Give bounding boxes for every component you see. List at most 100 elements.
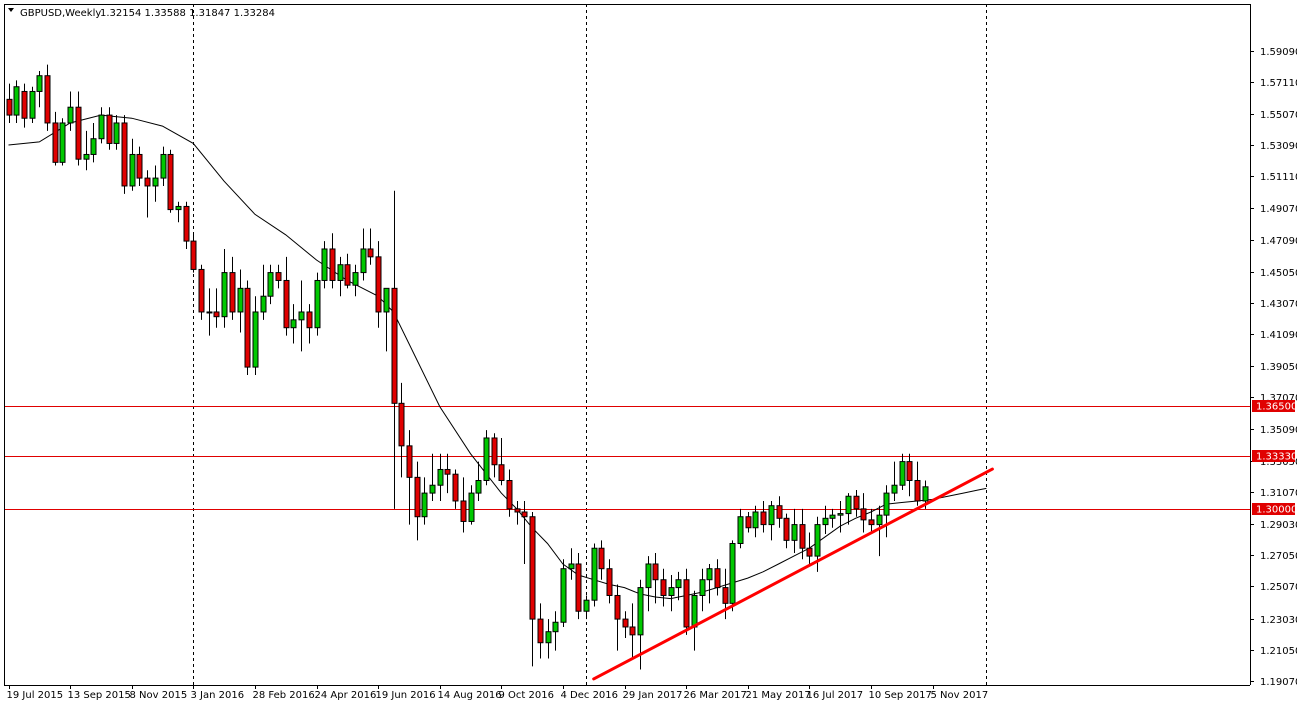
candle xyxy=(391,190,398,509)
time-tick-label: 19 Jun 2016 xyxy=(376,690,436,701)
bear-candle-body xyxy=(722,587,729,604)
price-tick-label: 1.45050 xyxy=(1260,268,1297,279)
candle xyxy=(622,611,629,639)
bear-candle-body xyxy=(52,122,59,163)
candle xyxy=(806,532,813,564)
candle xyxy=(560,559,567,627)
bear-candle-body xyxy=(190,240,197,270)
bull-candle-body xyxy=(267,272,274,297)
candle xyxy=(29,86,36,123)
candle xyxy=(899,453,906,490)
time-tick-label: 5 Nov 2017 xyxy=(931,690,989,701)
candles-layer xyxy=(6,64,929,670)
candle xyxy=(491,433,498,478)
chart-header: GBPUSD,Weekly 1.32154 1.33588 1.31847 1.… xyxy=(8,8,275,19)
bear-candle-body xyxy=(452,473,459,502)
bear-candle-body xyxy=(106,114,113,144)
bull-candle-body xyxy=(699,579,706,596)
price-tick-label: 1.35090 xyxy=(1260,425,1297,436)
time-tick-label: 14 Aug 2016 xyxy=(438,690,502,701)
price-tick-label: 1.47090 xyxy=(1260,236,1297,247)
time-tick-label: 9 Oct 2016 xyxy=(499,690,554,701)
candle xyxy=(260,264,267,320)
candle xyxy=(768,500,775,541)
bull-candle-body xyxy=(568,563,575,570)
bull-candle-body xyxy=(845,495,852,515)
bear-candle-body xyxy=(144,177,151,187)
bull-candle-body xyxy=(206,311,213,314)
trendline-layer xyxy=(592,467,994,681)
level-labels: 1.36500 1.33330 1.30000 xyxy=(1252,400,1297,516)
candle xyxy=(321,241,328,289)
candle xyxy=(652,552,659,604)
bull-candle-body xyxy=(352,272,359,286)
candle xyxy=(429,453,436,501)
candle xyxy=(175,201,182,223)
candle xyxy=(375,241,382,328)
candle xyxy=(545,619,552,659)
bear-candle-body xyxy=(344,264,351,286)
bull-candle-body xyxy=(360,248,367,274)
time-tick-label: 19 Jul 2015 xyxy=(7,690,64,701)
bear-candle-body xyxy=(498,464,505,481)
bull-candle-body xyxy=(752,511,759,529)
bull-candle-body xyxy=(729,542,736,604)
candle xyxy=(83,130,90,171)
bull-candle-body xyxy=(429,484,436,494)
candle xyxy=(845,493,852,525)
candle xyxy=(791,508,798,553)
candle xyxy=(537,603,544,659)
bull-candle-body xyxy=(314,279,321,329)
candle xyxy=(660,568,667,607)
bear-candle-body xyxy=(121,122,128,187)
candle xyxy=(691,590,698,651)
price-tick-label: 1.39050 xyxy=(1260,362,1297,373)
moving-average-line xyxy=(8,114,987,600)
bull-candle-body xyxy=(437,468,444,486)
bear-candle-body xyxy=(783,517,790,541)
candle xyxy=(914,461,921,506)
bull-candle-body xyxy=(822,517,829,526)
price-tick-label: 1.55070 xyxy=(1260,110,1297,121)
candle xyxy=(860,493,867,533)
candle xyxy=(668,574,675,612)
candle xyxy=(290,304,297,344)
candle xyxy=(275,264,282,289)
price-level-tag-bg xyxy=(1252,450,1295,462)
bear-candle-body xyxy=(629,626,636,636)
time-tick-label: 10 Sep 2017 xyxy=(869,690,932,701)
time-tick-label: 13 Sep 2015 xyxy=(68,690,131,701)
price-axis[interactable]: 1.59090 1.57110 1.55070 1.53090 1.51110 1.490… xyxy=(1250,47,1297,688)
bear-candle-body xyxy=(136,153,143,179)
bull-candle-body xyxy=(675,579,682,589)
candle xyxy=(837,500,844,533)
candle xyxy=(521,500,528,564)
candle xyxy=(306,304,313,344)
candle xyxy=(314,272,321,336)
candle xyxy=(113,115,120,150)
candle xyxy=(876,505,883,557)
bear-candle-body xyxy=(598,547,605,570)
dropdown-triangle-icon[interactable] xyxy=(8,8,14,12)
bull-candle-body xyxy=(152,177,159,187)
bear-candle-body xyxy=(6,98,13,116)
bear-candle-body xyxy=(414,476,421,518)
bear-candle-body xyxy=(460,500,467,522)
candle xyxy=(906,453,913,497)
candle xyxy=(799,508,806,560)
price-tick-label: 1.53090 xyxy=(1260,141,1297,152)
period-separators xyxy=(193,4,987,685)
candle xyxy=(737,508,744,549)
bear-candle-body xyxy=(198,268,205,313)
bull-candle-body xyxy=(129,153,136,187)
candle xyxy=(229,256,236,320)
candle xyxy=(614,584,621,651)
candle xyxy=(776,496,783,528)
bull-candle-body xyxy=(668,587,675,596)
candle xyxy=(729,540,736,612)
candle xyxy=(506,469,513,517)
bull-candle-body xyxy=(891,484,898,494)
candle xyxy=(598,540,605,580)
